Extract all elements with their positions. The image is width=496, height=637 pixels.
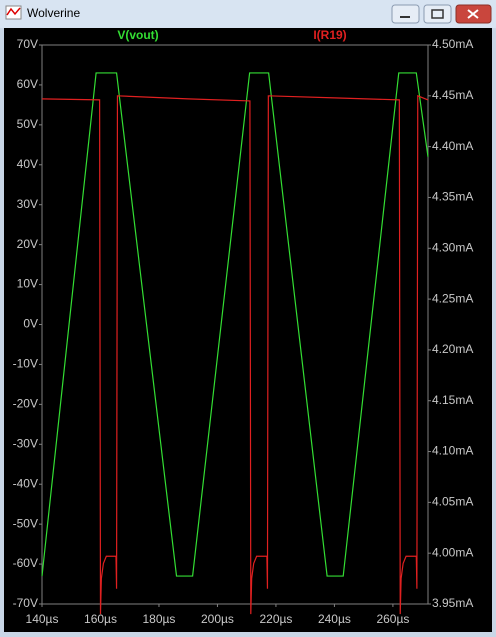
y2-tick-label: 4.15mA	[432, 393, 473, 407]
app-icon	[5, 5, 22, 20]
y2-tick-label: 4.20mA	[432, 342, 473, 356]
y2-tick-label: 4.10mA	[432, 444, 473, 458]
y2-tick-label: 4.50mA	[432, 37, 473, 51]
y-tick-label: -40V	[13, 476, 38, 490]
minimize-button[interactable]	[391, 4, 420, 24]
y2-tick-label: 3.95mA	[432, 596, 473, 610]
y2-tick-label: 4.25mA	[432, 291, 473, 305]
y2-tick-label: 4.35mA	[432, 190, 473, 204]
y2-tick-label: 4.40mA	[432, 139, 473, 153]
y-tick-label: 40V	[17, 157, 38, 171]
y-tick-label: 20V	[17, 237, 38, 251]
maximize-button[interactable]	[423, 4, 452, 24]
y-tick-label: 30V	[17, 197, 38, 211]
y-tick-label: -20V	[13, 397, 38, 411]
y-tick-label: -50V	[13, 516, 38, 530]
y-tick-label: 70V	[17, 37, 38, 51]
legend-label: I(R19)	[313, 28, 346, 42]
series-line	[41, 94, 429, 615]
x-tick-label: 180µs	[143, 612, 176, 626]
y2-tick-label: 4.30mA	[432, 240, 473, 254]
y-tick-label: 10V	[17, 277, 38, 291]
x-tick-label: 160µs	[84, 612, 117, 626]
y-tick-label: 60V	[17, 77, 38, 91]
legend-label: V(vout)	[117, 28, 158, 42]
x-tick-label: 200µs	[201, 612, 234, 626]
y2-tick-label: 4.00mA	[432, 545, 473, 559]
y-tick-label: 50V	[17, 117, 38, 131]
close-button[interactable]	[455, 4, 492, 24]
y2-tick-label: 4.05mA	[432, 495, 473, 509]
x-tick-label: 260µs	[376, 612, 409, 626]
y-tick-label: -60V	[13, 556, 38, 570]
y-tick-label: -70V	[13, 596, 38, 610]
window-title: Wolverine	[27, 6, 80, 20]
x-tick-label: 140µs	[26, 612, 59, 626]
x-tick-label: 240µs	[318, 612, 351, 626]
series-line	[41, 72, 429, 577]
y-tick-label: -30V	[13, 436, 38, 450]
y2-tick-label: 4.45mA	[432, 88, 473, 102]
plot-background	[4, 28, 492, 632]
y-tick-label: -10V	[13, 357, 38, 371]
y-tick-label: 0V	[23, 317, 38, 331]
x-tick-label: 220µs	[259, 612, 292, 626]
